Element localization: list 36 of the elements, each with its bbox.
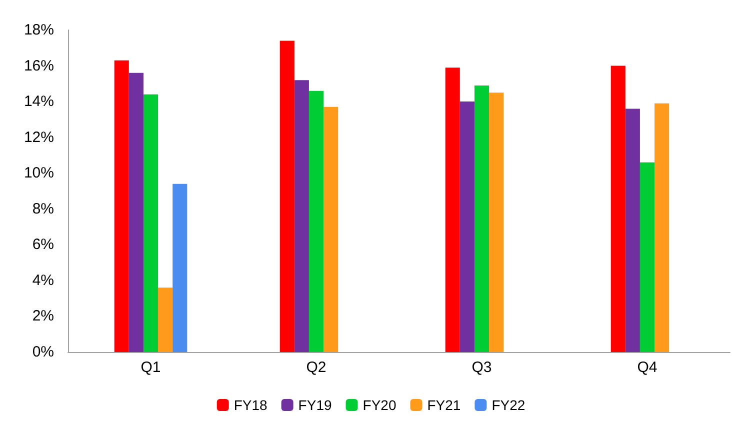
- y-tick-label: 4%: [32, 272, 54, 289]
- y-tick-label: 2%: [32, 308, 54, 325]
- legend-label: FY19: [298, 397, 332, 413]
- x-tick-label: Q3: [472, 359, 492, 376]
- bar: [640, 162, 655, 352]
- bar: [445, 68, 460, 352]
- y-tick-label: 18%: [24, 22, 54, 38]
- bar: [143, 94, 158, 352]
- x-tick-label: Q2: [306, 359, 326, 376]
- bar: [324, 106, 338, 352]
- legend-label: FY22: [492, 397, 526, 413]
- y-tick-label: 6%: [32, 236, 54, 254]
- bar: [114, 60, 129, 352]
- x-tick-label: Q4: [637, 359, 658, 376]
- bar: [128, 72, 144, 352]
- legend-label: FY20: [362, 397, 396, 413]
- bar: [610, 66, 626, 352]
- bar: [158, 288, 173, 352]
- y-tick-label: 12%: [24, 128, 54, 146]
- legend-label: FY18: [234, 397, 268, 413]
- x-tick-label: Q1: [140, 359, 161, 376]
- bar: [280, 40, 294, 352]
- bar: [474, 85, 490, 352]
- bar: [460, 102, 474, 352]
- bar: [625, 108, 640, 352]
- y-tick-label: 0%: [32, 344, 54, 360]
- bar: [308, 90, 324, 352]
- y-tick-label: 14%: [24, 93, 54, 110]
- bar: [294, 80, 309, 352]
- y-tick-label: 10%: [24, 164, 54, 182]
- y-tick-label: 8%: [32, 200, 54, 218]
- legend-label: FY21: [427, 397, 461, 413]
- bar: [489, 92, 504, 352]
- bar: [172, 184, 188, 352]
- y-tick-label: 16%: [24, 57, 54, 74]
- bar: [654, 103, 670, 352]
